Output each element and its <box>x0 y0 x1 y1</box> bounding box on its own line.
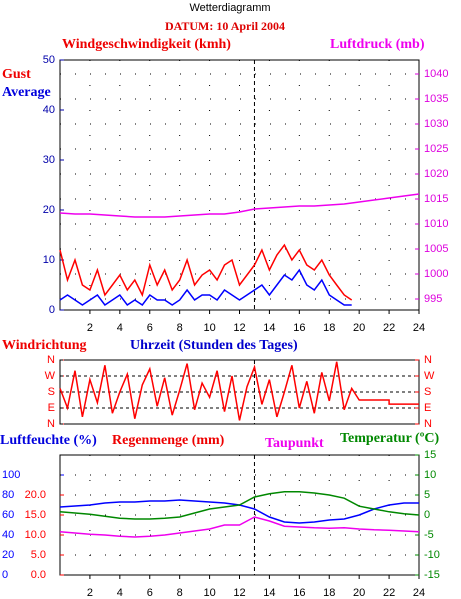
y-tick-label: S <box>48 386 55 398</box>
y-tick-label: 0 <box>49 304 55 316</box>
y2-tick-label: 1025 <box>424 143 448 155</box>
y-tick-label: 50 <box>43 54 55 66</box>
y2-tick-label: 995 <box>424 293 442 305</box>
legend-label: Windrichtung <box>2 338 87 353</box>
y-tick-label: 100 <box>2 469 20 481</box>
x-tick-label: 14 <box>263 587 275 599</box>
y-tick-label: 40 <box>2 529 14 541</box>
y-tick-label: E <box>48 402 55 414</box>
y2-tick-label: N <box>424 418 432 430</box>
series-line <box>59 499 419 524</box>
x-tick-label: 2 <box>87 322 93 334</box>
x-tick-label: 12 <box>233 322 245 334</box>
y2-tick-label: -5 <box>424 529 434 541</box>
x-tick-label: 4 <box>117 322 123 334</box>
x-tick-label: 6 <box>147 322 153 334</box>
legend-label: Luftdruck (mb) <box>330 37 425 52</box>
x-tick-label: 2 <box>87 587 93 599</box>
x-tick-label: 8 <box>177 587 183 599</box>
x-tick-label: 16 <box>293 587 305 599</box>
y-tick-label: 60 <box>2 509 14 521</box>
y2-tick-label: 1000 <box>424 268 448 280</box>
y3-tick-label: 0.0 <box>31 569 46 581</box>
y2-tick-label: -10 <box>424 549 440 561</box>
series-line <box>59 268 352 307</box>
x-label: Uhrzeit (Stunden des Tages) <box>130 338 298 353</box>
y-label: Windgeschwindigkeit (kmh) <box>62 37 231 52</box>
y3-tick-label: 5.0 <box>31 549 46 561</box>
y2-tick-label: N <box>424 354 432 366</box>
subtitle: DATUM: 10 April 2004 <box>165 19 285 33</box>
y-tick-label: 80 <box>2 489 14 501</box>
y-tick-label: 20 <box>2 549 14 561</box>
y2-tick-label: W <box>424 370 435 382</box>
y2-tick-label: 1005 <box>424 243 448 255</box>
y3-tick-label: 10.0 <box>25 529 46 541</box>
y2-tick-label: 15 <box>424 449 436 461</box>
y-tick-label: 20 <box>43 204 55 216</box>
legend-label: Luftfeuchte (%) <box>0 433 97 448</box>
y2-tick-label: 1020 <box>424 168 448 180</box>
y-tick-label: 10 <box>43 254 55 266</box>
x-tick-label: 20 <box>353 322 365 334</box>
x-tick-label: 10 <box>203 322 215 334</box>
legend-label: Gust <box>2 67 31 82</box>
x-tick-label: 24 <box>413 322 425 334</box>
x-tick-label: 24 <box>413 587 425 599</box>
y2-tick-label: 1030 <box>424 118 448 130</box>
x-tick-label: 22 <box>383 322 395 334</box>
y-tick-label: 30 <box>43 154 55 166</box>
x-tick-label: 18 <box>323 587 335 599</box>
x-tick-label: 22 <box>383 587 395 599</box>
series-line <box>59 361 419 421</box>
y2-tick-label: 10 <box>424 469 436 481</box>
y-tick-label: N <box>47 418 55 430</box>
title: Wetterdiagramm <box>189 2 270 14</box>
plot-frame <box>59 359 420 425</box>
x-tick-label: 18 <box>323 322 335 334</box>
y2-tick-label: S <box>424 386 431 398</box>
x-tick-label: 4 <box>117 587 123 599</box>
series-line <box>59 193 420 218</box>
plot-frame <box>59 454 420 576</box>
legend-label: Temperatur (ºC) <box>340 431 439 446</box>
legend-label: Average <box>2 85 51 100</box>
x-tick-label: 8 <box>177 322 183 334</box>
y2-tick-label: E <box>424 402 431 414</box>
y3-tick-label: 15.0 <box>25 509 46 521</box>
series-line <box>59 516 420 538</box>
x-tick-label: 14 <box>263 322 275 334</box>
y2-tick-label: 5 <box>424 489 430 501</box>
y2-tick-label: -15 <box>424 569 440 581</box>
x-tick-label: 6 <box>147 587 153 599</box>
y2-tick-label: 1035 <box>424 93 448 105</box>
y2-tick-label: 1040 <box>424 68 448 80</box>
legend-label: Taupunkt <box>265 436 324 451</box>
y3-tick-label: 20.0 <box>25 489 46 501</box>
x-tick-label: 10 <box>203 587 215 599</box>
y2-tick-label: 1015 <box>424 193 448 205</box>
y-tick-label: N <box>47 354 55 366</box>
series-line <box>59 491 420 520</box>
x-tick-label: 20 <box>353 587 365 599</box>
y3-label: Regenmenge (mm) <box>112 433 225 448</box>
y-tick-label: W <box>45 370 56 382</box>
x-tick-label: 12 <box>233 587 245 599</box>
x-tick-label: 16 <box>293 322 305 334</box>
y-tick-label: 40 <box>43 104 55 116</box>
y2-tick-label: 1010 <box>424 218 448 230</box>
y2-tick-label: 0 <box>424 509 430 521</box>
y-tick-label: 0 <box>2 569 8 581</box>
series-line <box>59 243 353 301</box>
